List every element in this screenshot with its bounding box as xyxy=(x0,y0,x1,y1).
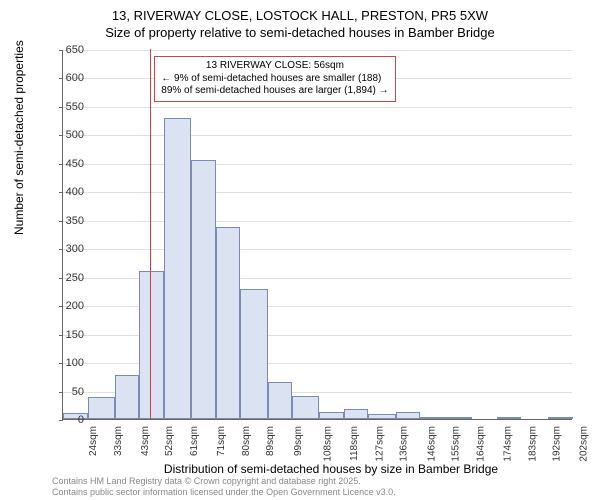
ytick-mark xyxy=(59,306,63,307)
xtick-label: 108sqm xyxy=(323,426,334,462)
histogram-bar xyxy=(115,375,140,419)
xtick-label: 80sqm xyxy=(241,426,252,456)
title-line-1: 13, RIVERWAY CLOSE, LOSTOCK HALL, PRESTO… xyxy=(0,8,600,25)
y-axis-label: Number of semi-detached properties xyxy=(12,40,26,235)
footer-attribution: Contains HM Land Registry data © Crown c… xyxy=(52,476,396,498)
chart-title: 13, RIVERWAY CLOSE, LOSTOCK HALL, PRESTO… xyxy=(0,0,600,42)
annotation-line: ← 9% of semi-detached houses are smaller… xyxy=(161,73,388,86)
ytick-mark xyxy=(59,135,63,136)
histogram-bar xyxy=(240,289,267,419)
histogram-bar xyxy=(420,417,445,419)
footer-line-2: Contains public sector information licen… xyxy=(52,487,396,498)
ytick-label: 450 xyxy=(66,158,84,170)
histogram-bar xyxy=(191,160,216,419)
x-axis-label: Distribution of semi-detached houses by … xyxy=(0,462,600,476)
xtick-label: 192sqm xyxy=(552,426,563,462)
histogram-bar xyxy=(548,417,573,419)
ytick-label: 50 xyxy=(72,386,84,398)
chart-container: 13 RIVERWAY CLOSE: 56sqm← 9% of semi-det… xyxy=(62,50,572,420)
ytick-mark xyxy=(59,221,63,222)
ytick-mark xyxy=(59,278,63,279)
ytick-mark xyxy=(59,335,63,336)
ytick-label: 0 xyxy=(78,414,84,426)
ytick-mark xyxy=(59,78,63,79)
histogram-bar xyxy=(139,271,164,419)
gridline xyxy=(63,249,572,250)
gridline xyxy=(63,135,572,136)
ytick-mark xyxy=(59,50,63,51)
histogram-bar xyxy=(445,417,472,419)
gridline xyxy=(63,50,572,51)
histogram-bar xyxy=(319,412,344,419)
xtick-label: 155sqm xyxy=(451,426,462,462)
xtick-label: 202sqm xyxy=(579,426,590,462)
xtick-label: 136sqm xyxy=(399,426,410,462)
histogram-bar xyxy=(164,118,191,419)
ytick-mark xyxy=(59,420,63,421)
histogram-bar xyxy=(368,414,395,419)
ytick-label: 400 xyxy=(66,186,84,198)
ytick-label: 650 xyxy=(66,44,84,56)
xtick-label: 99sqm xyxy=(293,426,304,456)
gridline xyxy=(63,192,572,193)
xtick-label: 174sqm xyxy=(503,426,514,462)
histogram-bar xyxy=(216,227,241,419)
xtick-label: 71sqm xyxy=(216,426,227,456)
plot-area: 13 RIVERWAY CLOSE: 56sqm← 9% of semi-det… xyxy=(62,50,572,420)
histogram-bar xyxy=(396,412,421,419)
ytick-label: 300 xyxy=(66,243,84,255)
ytick-label: 600 xyxy=(66,72,84,84)
xtick-label: 43sqm xyxy=(140,426,151,456)
reference-line xyxy=(150,49,151,419)
xtick-label: 33sqm xyxy=(113,426,124,456)
footer-line-1: Contains HM Land Registry data © Crown c… xyxy=(52,476,396,487)
xtick-label: 164sqm xyxy=(475,426,486,462)
xtick-label: 127sqm xyxy=(374,426,385,462)
gridline xyxy=(63,164,572,165)
annotation-line: 89% of semi-detached houses are larger (… xyxy=(161,85,388,98)
xtick-label: 61sqm xyxy=(189,426,200,456)
xtick-label: 52sqm xyxy=(164,426,175,456)
histogram-bar xyxy=(344,409,369,419)
annotation-line: 13 RIVERWAY CLOSE: 56sqm xyxy=(161,60,388,73)
xtick-label: 146sqm xyxy=(426,426,437,462)
histogram-bar xyxy=(88,397,115,419)
ytick-mark xyxy=(59,363,63,364)
ytick-mark xyxy=(59,107,63,108)
xtick-label: 183sqm xyxy=(527,426,538,462)
ytick-mark xyxy=(59,249,63,250)
ytick-label: 100 xyxy=(66,357,84,369)
ytick-label: 250 xyxy=(66,272,84,284)
ytick-label: 550 xyxy=(66,101,84,113)
title-line-2: Size of property relative to semi-detach… xyxy=(0,25,600,42)
ytick-label: 150 xyxy=(66,329,84,341)
ytick-mark xyxy=(59,192,63,193)
ytick-mark xyxy=(59,392,63,393)
histogram-bar xyxy=(497,417,522,419)
xtick-label: 89sqm xyxy=(265,426,276,456)
annotation-box: 13 RIVERWAY CLOSE: 56sqm← 9% of semi-det… xyxy=(154,56,395,102)
ytick-label: 350 xyxy=(66,215,84,227)
xtick-label: 118sqm xyxy=(349,426,360,461)
ytick-label: 200 xyxy=(66,300,84,312)
gridline xyxy=(63,221,572,222)
histogram-bar xyxy=(268,382,293,419)
xtick-label: 24sqm xyxy=(88,426,99,456)
ytick-mark xyxy=(59,164,63,165)
gridline xyxy=(63,107,572,108)
ytick-label: 500 xyxy=(66,129,84,141)
histogram-bar xyxy=(292,396,319,419)
